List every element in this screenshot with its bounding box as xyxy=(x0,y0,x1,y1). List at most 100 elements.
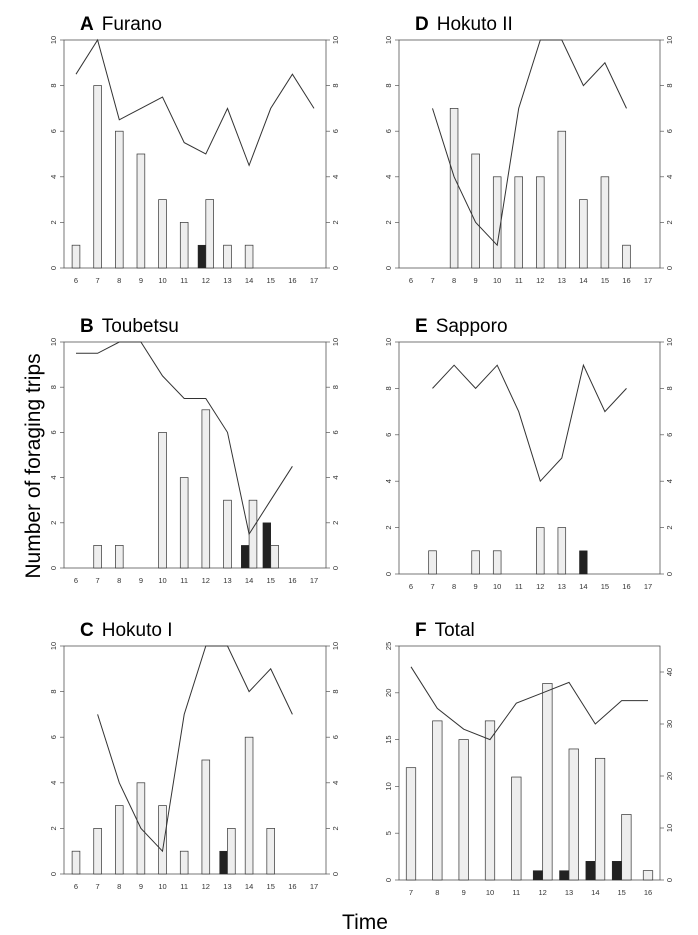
panel-d-bar xyxy=(492,176,502,269)
panel-d-y2tick-label: 8 xyxy=(665,84,674,88)
panel-b-bar xyxy=(93,545,102,569)
panel-e-xtick-label: 11 xyxy=(515,582,523,591)
panel-c-y2tick-label: 8 xyxy=(331,690,340,694)
panel-a-bar xyxy=(158,199,167,269)
panel-e-ytick-label: 10 xyxy=(384,338,393,346)
panel-e-xtick-label: 15 xyxy=(601,582,609,591)
panel-c-y2tick-label: 2 xyxy=(331,826,340,830)
panel-b-line xyxy=(76,341,293,536)
panel-e: E Sapporo 0 2 4 6 8 10 0 2 4 6 8 10 6 7 8 9 10 11 12 13 14 15 16… xyxy=(384,316,674,591)
panel-f-bar-dark xyxy=(611,861,622,881)
panel-a-y2tick-label: 4 xyxy=(331,175,340,179)
panel-f-bar xyxy=(432,720,443,881)
panel-a-xtick-label: 8 xyxy=(117,276,121,285)
panel-d-line xyxy=(432,39,627,247)
panel-b-letter: B xyxy=(80,316,94,337)
panel-a-title: A Furano xyxy=(80,14,162,35)
panel-b-xtick-label: 6 xyxy=(74,576,78,585)
panel-b-xtick-label: 17 xyxy=(310,576,318,585)
panel-e-bar xyxy=(536,527,545,575)
panel-a-xtick-label: 16 xyxy=(288,276,296,285)
panel-f-xtick-label: 12 xyxy=(538,888,546,897)
panel-b-bar xyxy=(223,499,232,569)
panel-b-y2tick-label: 2 xyxy=(331,521,340,525)
panel-a-y2tick-label: 10 xyxy=(331,36,340,44)
panel-e-bar xyxy=(492,550,502,575)
panel-d-name: Hokuto II xyxy=(437,14,513,35)
panel-c-bar-dark xyxy=(219,850,228,875)
panel-a-line xyxy=(75,38,315,167)
panel-f-xtick-label: 7 xyxy=(409,888,413,897)
panel-e-y2tick-label: 10 xyxy=(665,338,674,346)
panel-d-ytick-label: 0 xyxy=(384,266,393,270)
panel-c-xtick-label: 16 xyxy=(288,882,296,891)
panel-d-xtick-label: 7 xyxy=(430,276,434,285)
panel-a-bar xyxy=(115,130,124,269)
panel-f-ytick-label: 25 xyxy=(384,642,393,650)
panel-a-letter: A xyxy=(80,14,94,35)
panel-a-xtick-label: 14 xyxy=(245,276,253,285)
panel-d-title: D Hokuto II xyxy=(415,14,513,35)
panel-f-xtick-label: 16 xyxy=(644,888,652,897)
panel-c-y2tick-label: 0 xyxy=(331,872,340,876)
panel-a-bar xyxy=(71,244,81,269)
panel-a-bar xyxy=(136,153,146,269)
panel-e-bar xyxy=(471,550,480,575)
panel-f-ytick-label: 10 xyxy=(384,782,393,790)
panel-f-line xyxy=(410,666,648,741)
panel-e-frame xyxy=(398,341,661,575)
panel-f-bar xyxy=(642,870,654,881)
panel-c-bar xyxy=(179,850,189,875)
panel-c-ytick-label: 6 xyxy=(49,735,58,739)
panel-c-xtick-label: 10 xyxy=(158,882,166,891)
panel-a-bar xyxy=(179,222,189,269)
panel-b-bar-dark xyxy=(262,522,271,569)
panel-e-ytick-label: 6 xyxy=(384,433,393,437)
panel-a-xtick-label: 17 xyxy=(310,276,318,285)
panel-f-name: Total xyxy=(435,620,475,641)
panel-a-ytick-label: 6 xyxy=(49,129,58,133)
panel-c-bar xyxy=(115,805,124,875)
panel-c-xtick-label: 17 xyxy=(310,882,318,891)
panel-d-ytick-label: 2 xyxy=(384,220,393,224)
panel-d-y2tick-label: 0 xyxy=(665,266,674,270)
panel-e-xtick-label: 8 xyxy=(452,582,456,591)
panel-e-xtick-label: 10 xyxy=(493,582,501,591)
panel-f-ytick-label: 15 xyxy=(384,735,393,743)
panel-b-bar-dark xyxy=(241,545,250,569)
panel-c-xtick-label: 13 xyxy=(223,882,231,891)
panel-e-line xyxy=(432,363,627,483)
panel-e-bar xyxy=(557,527,567,575)
panel-b-bar xyxy=(179,477,189,569)
panel-f-ytick-label: 5 xyxy=(384,831,393,835)
panel-b-bar xyxy=(270,545,279,569)
panel-e-ytick-label: 0 xyxy=(384,572,393,576)
panel-e-xtick-label: 9 xyxy=(474,582,478,591)
panel-b-xtick-label: 10 xyxy=(158,576,166,585)
panel-c-y2tick-label: 10 xyxy=(331,642,340,650)
panel-d-xtick-label: 9 xyxy=(474,276,478,285)
panel-d-xtick-label: 8 xyxy=(452,276,456,285)
panel-a-bar xyxy=(93,85,102,269)
panel-e-xtick-label: 7 xyxy=(430,582,434,591)
panel-f-bar-dark xyxy=(585,861,596,881)
panel-e-y2tick-label: 0 xyxy=(665,572,674,576)
panel-d-bar xyxy=(449,108,459,269)
panel-f: F Total 0 5 10 15 20 25 0 10 20 30 40 7 8 9 10 11 12 13 14 15… xyxy=(384,620,674,897)
panel-a-bar xyxy=(205,199,214,269)
panel-b-xtick-label: 15 xyxy=(267,576,275,585)
panel-f-y2tick-label: 30 xyxy=(665,720,674,728)
panel-d-bar xyxy=(536,176,545,269)
panel-c-frame xyxy=(63,645,327,875)
panel-e-ytick-label: 4 xyxy=(384,479,393,483)
panel-d-xtick-label: 13 xyxy=(558,276,566,285)
panel-c-xtick-label: 6 xyxy=(74,882,78,891)
panel-a-xtick-label: 13 xyxy=(223,276,231,285)
panel-d-bar xyxy=(514,176,523,269)
panel-a-xtick-label: 7 xyxy=(96,276,100,285)
panel-f-ytick-label: 20 xyxy=(384,689,393,697)
panel-d: D Hokuto II 0 2 4 6 8 10 0 2 4 6 8 10 6 7 8 9 10 11 12 13 14 15… xyxy=(384,14,674,285)
panel-f-y2tick-label: 0 xyxy=(665,878,674,882)
panels: A Furano 0 2 4 6 8 10 0 2 4 6 8 10 6 7 8 9 10 11 12 13 14 15 16 1… xyxy=(49,14,674,897)
